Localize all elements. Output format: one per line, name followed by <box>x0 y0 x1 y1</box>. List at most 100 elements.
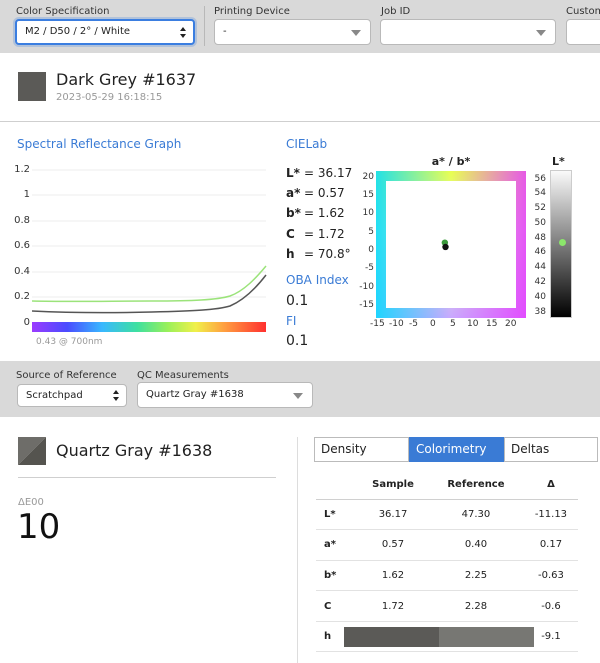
source-select[interactable]: Scratchpad <box>17 384 127 407</box>
l-tick: 50 <box>534 218 546 228</box>
header-cell: Δ <box>523 470 578 500</box>
colorimetry-table: Sample Reference Δ L* 36.17 47.30 -11.13… <box>316 470 578 653</box>
delta-cell: -0.6 <box>523 590 578 622</box>
cielab-label: L* <box>286 166 300 180</box>
y-tick: 1 <box>23 189 30 200</box>
table-row: a* 0.57 0.40 0.17 <box>316 529 578 561</box>
printing-device-select[interactable]: - <box>214 19 371 45</box>
cielab-value: = 70.8° <box>304 247 351 261</box>
cielab-label: C <box>286 227 295 241</box>
ab-x-tick: -10 <box>389 319 404 329</box>
l-tick: 44 <box>534 262 546 272</box>
ab-y-tick: -5 <box>365 263 374 273</box>
cielab-row-h: h = 70.8° <box>286 247 351 261</box>
l-scale-marker <box>559 239 566 247</box>
ab-y-tick: 20 <box>362 172 374 182</box>
chevron-down-icon <box>293 393 303 399</box>
spectral-graph <box>32 169 267 332</box>
sample-curve <box>32 274 267 314</box>
row-label: b* <box>316 560 358 592</box>
cielab-row-b: b* = 1.62 <box>286 206 345 220</box>
ab-y-tick: -15 <box>359 300 374 310</box>
color-spec-label: Color Specification <box>16 6 110 17</box>
ab-x-tick: 5 <box>450 319 456 329</box>
header-cell: Reference <box>428 470 524 500</box>
cielab-value: = 0.57 <box>304 186 345 200</box>
fi-value: 0.1 <box>286 333 309 349</box>
table-row: C 1.72 2.28 -0.6 <box>316 590 578 622</box>
qc-measurements-select[interactable]: Quartz Gray #1638 <box>137 382 313 408</box>
ab-plot-title: a* / b* <box>431 155 471 168</box>
cielab-label: b* <box>286 206 301 220</box>
sample-compare-swatch <box>344 627 439 647</box>
cielab-title: CIELab <box>286 137 328 151</box>
cielab-value: = 36.17 <box>304 166 353 180</box>
job-id-select[interactable] <box>380 19 556 45</box>
ab-x-tick: 15 <box>486 319 498 329</box>
cielab-row-c: C = 1.72 <box>286 227 345 241</box>
up-down-arrows-icon <box>113 389 120 403</box>
delta-e-value: 10 <box>17 507 61 547</box>
sample-cell: 0.57 <box>358 529 429 561</box>
reference-cell: 2.28 <box>428 590 524 622</box>
cielab-label: h <box>286 247 295 261</box>
cielab-row-l: L* = 36.17 <box>286 166 352 180</box>
divider <box>204 6 205 46</box>
sample-name: Dark Grey #1637 <box>56 70 197 89</box>
tab-deltas[interactable]: Deltas <box>504 437 598 462</box>
reference-cell: 47.30 <box>428 499 524 531</box>
qc-swatch <box>18 437 46 465</box>
chevron-down-icon <box>536 30 546 36</box>
color-spec-select[interactable]: M2 / D50 / 2° / White <box>15 19 195 45</box>
printing-device-label: Printing Device <box>214 6 290 17</box>
fi-title: FI <box>286 314 297 328</box>
y-tick: 0.8 <box>14 215 30 226</box>
delta-cell: -0.63 <box>523 560 578 592</box>
chevron-down-icon <box>351 30 361 36</box>
delta-cell: 0.17 <box>523 529 578 561</box>
ab-plot-svg <box>441 239 449 251</box>
cielab-row-a: a* = 0.57 <box>286 186 345 200</box>
source-value: Scratchpad <box>26 390 83 401</box>
y-tick: 0.6 <box>14 240 30 251</box>
tab-density[interactable]: Density <box>314 437 409 462</box>
oba-title: OBA Index <box>286 273 349 287</box>
spectrum-bar <box>32 322 266 332</box>
l-tick: 42 <box>534 277 546 287</box>
l-tick: 56 <box>534 174 546 184</box>
customer-label: Customer <box>566 6 600 17</box>
row-label: L* <box>316 499 358 531</box>
l-tick: 40 <box>534 292 546 302</box>
sample-cell: 1.62 <box>358 560 429 592</box>
row-label: a* <box>316 529 358 561</box>
divider <box>0 121 600 122</box>
source-label: Source of Reference <box>16 370 117 381</box>
reflectance-footer: 0.43 @ 700nm <box>36 337 103 347</box>
reference-cell: 0.40 <box>428 529 524 561</box>
ab-x-tick: 0 <box>430 319 436 329</box>
customer-select[interactable] <box>566 19 600 45</box>
ab-x-tick: 20 <box>505 319 517 329</box>
reference-half <box>18 437 46 465</box>
cielab-label: a* <box>286 186 301 200</box>
cielab-value: = 1.72 <box>304 227 345 241</box>
color-spec-value: M2 / D50 / 2° / White <box>25 26 131 37</box>
y-tick: 0.2 <box>14 291 30 302</box>
sample-cell: 36.17 <box>358 499 429 531</box>
y-tick: 0.4 <box>14 266 30 277</box>
cielab-value: = 1.62 <box>304 206 345 220</box>
l-scale-title: L* <box>552 155 565 168</box>
tab-colorimetry[interactable]: Colorimetry <box>409 437 504 462</box>
row-label: C <box>316 590 358 622</box>
ab-y-tick: 10 <box>362 208 374 218</box>
y-tick: 1.2 <box>14 164 30 175</box>
ab-y-tick: 5 <box>368 227 374 237</box>
qc-measurements-label: QC Measurements <box>137 370 229 381</box>
spectral-title: Spectral Reflectance Graph <box>17 137 182 151</box>
table-header-row: Sample Reference Δ <box>316 470 578 500</box>
ab-x-tick: -15 <box>370 319 385 329</box>
delta-cell: -11.13 <box>523 499 578 531</box>
ab-x-tick: 10 <box>467 319 479 329</box>
table-row: L* 36.17 47.30 -11.13 <box>316 499 578 531</box>
l-scale-bar <box>550 170 572 318</box>
